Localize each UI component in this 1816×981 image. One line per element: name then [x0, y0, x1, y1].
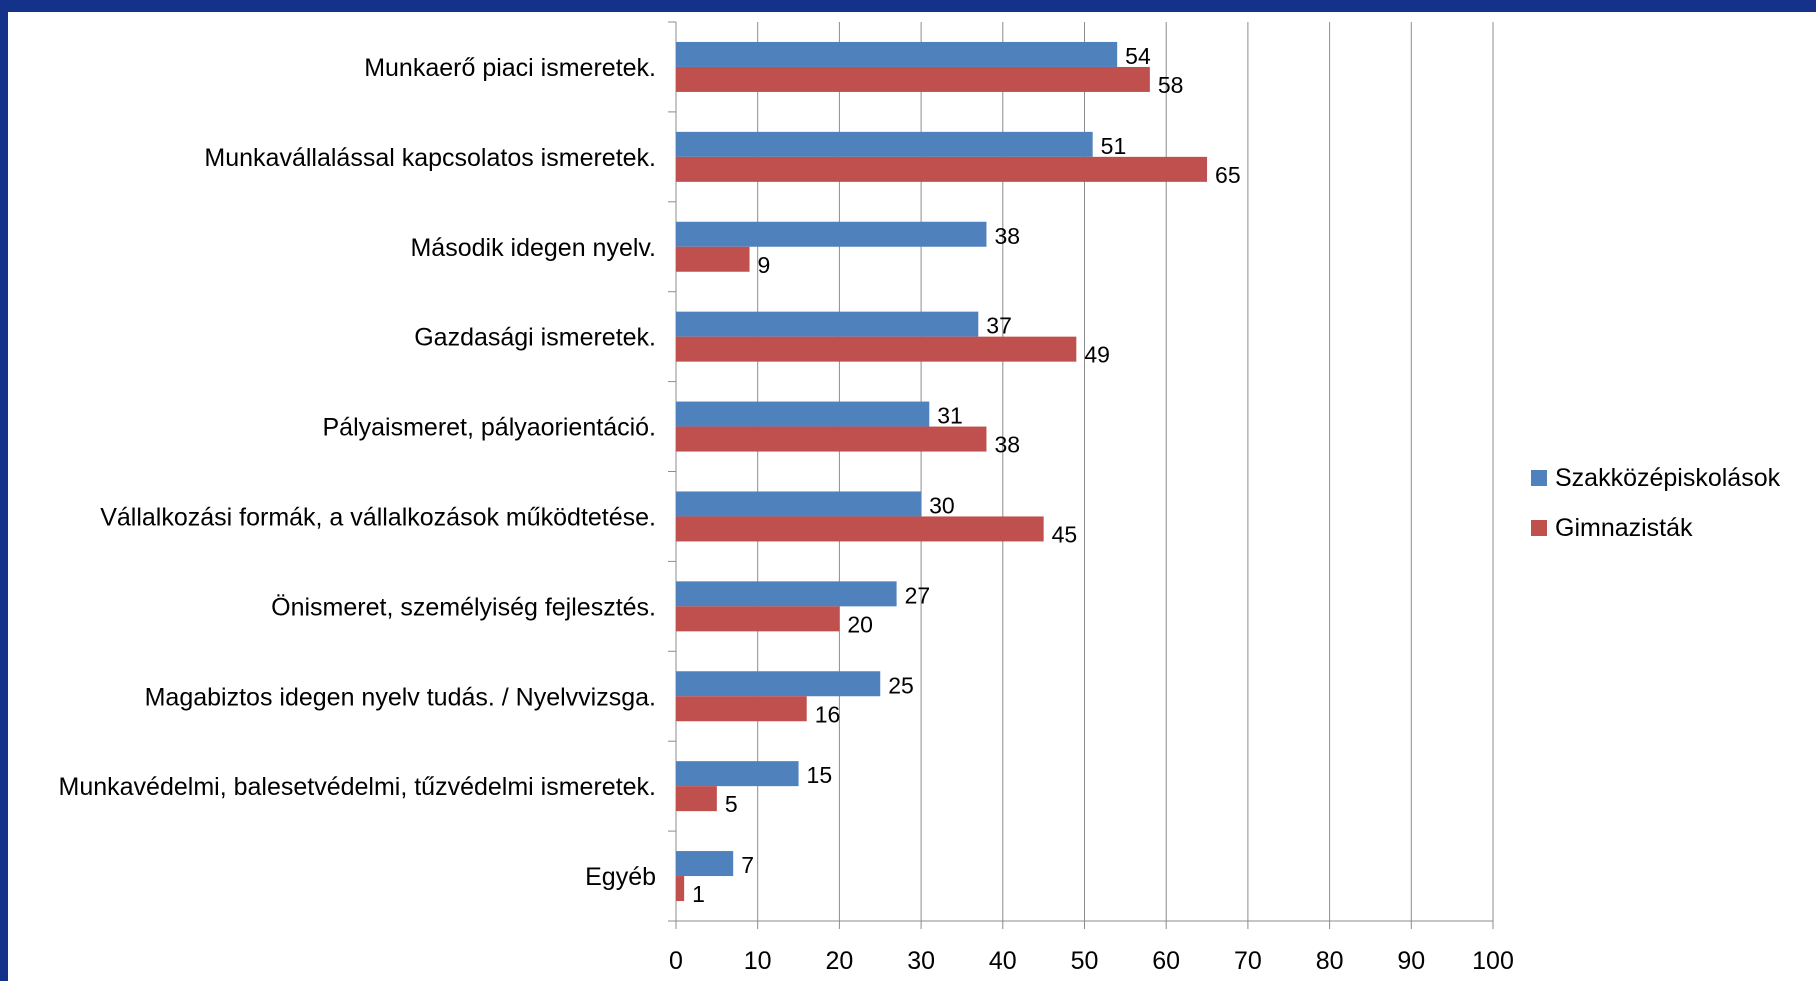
x-tick-label: 90 [1397, 947, 1425, 975]
x-tick-label: 20 [825, 947, 853, 975]
bar [676, 851, 734, 877]
data-label: 37 [986, 313, 1012, 339]
bar [676, 401, 930, 427]
x-tick-label: 100 [1472, 947, 1514, 975]
bar [676, 606, 840, 632]
bar [676, 696, 807, 722]
data-label: 27 [905, 582, 931, 608]
data-label: 1 [692, 881, 705, 907]
data-label: 31 [937, 403, 963, 429]
category-label: Önismeret, személyiség fejlesztés. [271, 593, 656, 621]
data-label: 38 [994, 223, 1020, 249]
bar [676, 131, 1093, 157]
data-label: 38 [994, 432, 1020, 458]
bar [676, 41, 1118, 67]
data-label: 16 [815, 701, 841, 727]
bar-chart: Munkaerő piaci ismeretek. Munkavállalássa… [59, 21, 1781, 975]
category-label: Magabiztos idegen nyelv tudás. / Nyelvvi… [145, 683, 656, 711]
bar [676, 426, 987, 452]
data-labels: 54 58 51 65 38 9 37 49 31 38 30 45 27 20 25 16 15 5 7 1 [692, 43, 1240, 907]
category-label: Egyéb [585, 863, 656, 891]
x-tick-label: 10 [744, 947, 772, 975]
data-label: 30 [929, 492, 955, 518]
legend-label: Gimnazisták [1555, 514, 1693, 542]
legend-label: Szakközépiskolások [1555, 464, 1781, 492]
value-axis: 0 10 20 30 40 50 60 70 80 90 100 [669, 920, 1514, 975]
bar [676, 246, 750, 272]
data-label: 25 [888, 672, 914, 698]
x-tick-label: 30 [907, 947, 935, 975]
category-label: Gazdasági ismeretek. [414, 324, 656, 352]
x-tick-label: 50 [1071, 947, 1099, 975]
legend-swatch [1531, 470, 1547, 486]
data-label: 54 [1125, 43, 1151, 69]
x-tick-label: 60 [1152, 947, 1180, 975]
legend-swatch [1531, 520, 1547, 536]
category-axis: Munkaerő piaci ismeretek. Munkavállalássa… [59, 21, 677, 922]
data-label: 20 [847, 611, 873, 637]
x-tick-label: 70 [1234, 947, 1262, 975]
chart-frame: Munkaerő piaci ismeretek. Munkavállalássa… [8, 12, 1816, 981]
data-label: 9 [758, 252, 771, 278]
data-label: 58 [1158, 72, 1184, 98]
category-label: Vállalkozási formák, a vállalkozások műk… [100, 503, 656, 531]
x-tick-label: 0 [669, 947, 683, 975]
data-label: 15 [807, 762, 833, 788]
data-label: 45 [1052, 521, 1078, 547]
category-label: Munkaerő piaci ismeretek. [364, 54, 656, 82]
category-label: Második idegen nyelv. [410, 234, 656, 262]
data-label: 65 [1215, 162, 1241, 188]
category-label: Munkavállalással kapcsolatos ismeretek. [204, 144, 656, 172]
bar [676, 581, 897, 607]
bar [676, 671, 881, 697]
bar [676, 156, 1208, 182]
bar [676, 786, 717, 812]
bar [676, 311, 979, 337]
bar [676, 336, 1077, 362]
category-label: Pályaismeret, pályaorientáció. [323, 414, 657, 442]
bar [676, 876, 685, 902]
category-label: Munkavédelmi, balesetvédelmi, tűzvédelmi… [59, 773, 656, 801]
data-label: 49 [1084, 342, 1110, 368]
x-tick-label: 40 [989, 947, 1017, 975]
bar [676, 491, 922, 517]
data-label: 5 [725, 791, 738, 817]
legend: Szakközépiskolások Gimnazisták [1531, 464, 1781, 542]
x-tick-label: 80 [1316, 947, 1344, 975]
bar [676, 761, 799, 787]
data-label: 51 [1101, 133, 1127, 159]
data-label: 7 [741, 852, 754, 878]
bar [676, 66, 1150, 92]
bar [676, 221, 987, 247]
bars [676, 41, 1208, 902]
bar [676, 516, 1044, 542]
